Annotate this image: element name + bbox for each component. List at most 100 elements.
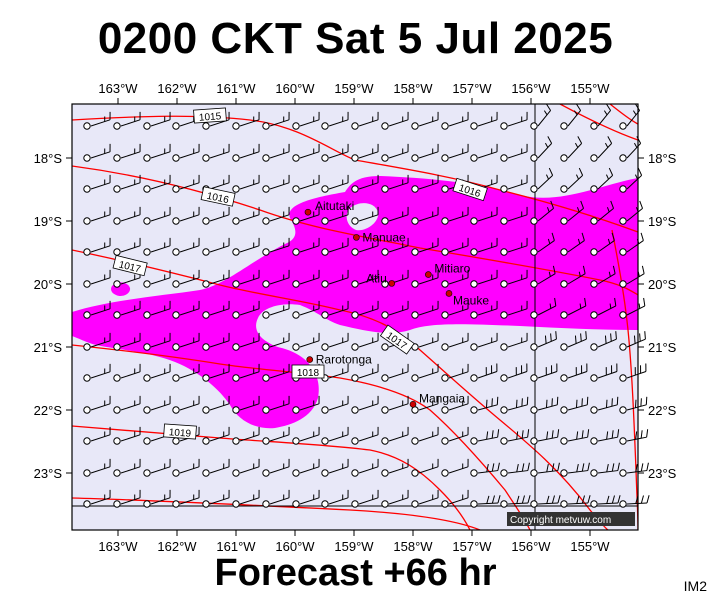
lon-label-top: 156°W: [511, 81, 551, 96]
wind-barb: [172, 489, 200, 508]
barb-station: [292, 406, 300, 414]
barb-station: [83, 374, 91, 382]
barb-feather: [550, 333, 552, 342]
wind-barb: [113, 332, 141, 351]
wind-barb: [143, 174, 171, 193]
wind-barb: [83, 458, 111, 477]
barb-shaft: [299, 340, 320, 348]
lat-label-left: 22°S: [34, 403, 63, 418]
barb-feather: [576, 431, 579, 440]
barb-shaft: [507, 277, 528, 285]
lon-label-top: 162°W: [157, 81, 197, 96]
barb-station: [143, 122, 151, 130]
barb-shaft: [418, 497, 439, 505]
barb-shaft: [358, 151, 379, 159]
barb-shaft: [477, 308, 498, 316]
barb-shaft: [179, 466, 200, 474]
barb-station: [619, 406, 627, 414]
barb-feather: [604, 142, 609, 148]
barb-feather: [634, 174, 638, 180]
barb-feather: [607, 238, 611, 244]
barb-station: [381, 185, 389, 193]
wind-barb: [590, 136, 613, 162]
barb-shaft: [388, 308, 409, 316]
barb-station: [381, 248, 389, 256]
wind-barb: [143, 111, 171, 130]
barb-station: [83, 437, 91, 445]
barb-station: [321, 469, 329, 477]
wind-barb: [381, 206, 409, 225]
barb-feather: [605, 174, 609, 180]
wind-barb: [381, 237, 409, 256]
barb-feather: [486, 463, 489, 473]
barb-shaft: [537, 470, 558, 474]
barb-shaft: [120, 308, 141, 316]
wind-barb: [530, 232, 555, 256]
barb-feather: [573, 110, 578, 116]
barb-station: [202, 343, 210, 351]
barb-station: [590, 154, 598, 162]
wind-barb: [321, 489, 349, 508]
wind-barb: [560, 363, 588, 382]
barb-station: [441, 280, 449, 288]
barb-station: [441, 500, 449, 508]
barb-station: [411, 311, 419, 319]
barb-station: [500, 343, 508, 351]
barb-station: [381, 437, 389, 445]
barb-station: [470, 469, 478, 477]
barb-station: [411, 280, 419, 288]
barb-station: [470, 122, 478, 130]
barb-shaft: [269, 497, 290, 505]
wind-barb: [232, 174, 260, 193]
barb-station: [321, 122, 329, 130]
barb-station: [560, 248, 568, 256]
barb-station: [560, 122, 568, 130]
wind-barb: [292, 206, 320, 225]
barb-shaft: [120, 182, 141, 190]
barb-shaft: [537, 174, 553, 190]
barb-feather: [646, 462, 649, 471]
wind-barb: [530, 363, 558, 382]
wind-barb: [202, 269, 230, 288]
barb-feather: [640, 463, 644, 472]
barb-feather: [577, 136, 583, 144]
barb-station: [113, 248, 121, 256]
barb-station: [113, 122, 121, 130]
barb-shaft: [388, 434, 409, 442]
barb-shaft: [209, 182, 230, 190]
barb-shaft: [150, 403, 171, 411]
barb-shaft: [507, 404, 528, 411]
barb-station: [470, 248, 478, 256]
wind-barb: [172, 206, 200, 225]
barb-station: [411, 154, 419, 162]
wind-barb: [530, 103, 552, 130]
barb-feather: [551, 232, 555, 241]
isobar-label: 1016: [200, 186, 236, 207]
barb-feather: [607, 136, 613, 144]
barb-station: [470, 343, 478, 351]
wind-barb: [500, 495, 531, 508]
barb-station: [83, 248, 91, 256]
wind-barb: [292, 143, 320, 162]
barb-feather: [551, 463, 555, 472]
barb-feather: [608, 271, 611, 277]
barb-station: [83, 311, 91, 319]
barb-station: [351, 311, 359, 319]
barb-feather: [641, 265, 645, 274]
barb-station: [262, 374, 270, 382]
wind-barb: [470, 462, 500, 477]
place-label: Manuae: [362, 230, 406, 244]
barb-station: [321, 500, 329, 508]
barb-station: [113, 280, 121, 288]
wind-barb: [232, 458, 260, 477]
wind-barb: [172, 143, 200, 162]
wind-barb: [262, 489, 290, 508]
barb-shaft: [388, 403, 409, 411]
wind-barb: [411, 458, 439, 477]
wind-barb: [530, 396, 559, 414]
wind-barb: [560, 462, 590, 477]
barb-station: [262, 154, 270, 162]
barb-shaft: [537, 240, 555, 253]
barb-station: [172, 154, 180, 162]
